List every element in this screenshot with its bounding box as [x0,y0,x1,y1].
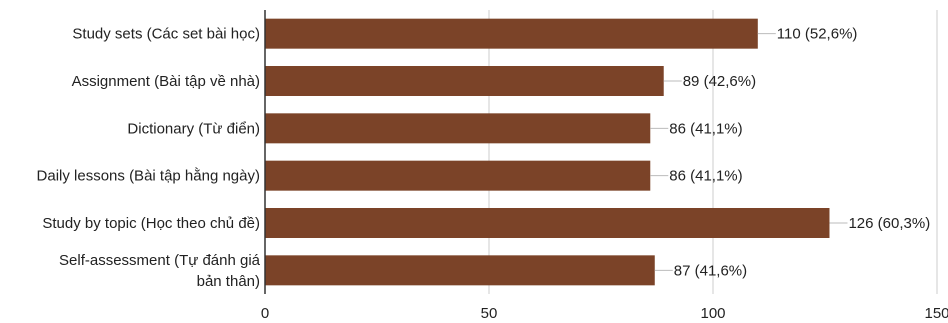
data-label: 126 (60,3%) [848,215,930,232]
category-label: Dictionary (Từ điển) [127,120,260,137]
category-labels: Study sets (Các set bài học) Assignment (… [37,26,261,290]
data-labels: 110 (52,6%) 89 (42,6%) 86 (41,1%) 86 (41,1%… [669,26,930,280]
bars [265,18,830,286]
x-tick-label: 100 [700,305,725,322]
grid-lines [264,10,938,294]
leader-lines [650,33,848,271]
category-label: Self-assessment (Tự đánh giá [59,252,261,269]
bar [265,18,758,49]
x-tick-label: 50 [481,305,498,322]
x-tick-labels: 0 50 100 150 [261,305,948,322]
bar [265,160,651,191]
category-label: Daily lessons (Bài tập hằng ngày) [37,168,260,185]
category-label: Assignment (Bài tập về nhà) [72,73,260,90]
x-tick-label: 0 [261,305,269,322]
x-tick-label: 150 [924,305,948,322]
category-label: Study sets (Các set bài học) [72,26,260,43]
bar [265,66,664,96]
data-label: 89 (42,6%) [683,73,756,90]
data-label: 86 (41,1%) [669,120,742,137]
data-label: 87 (41,6%) [674,262,747,279]
data-label: 86 (41,1%) [669,168,742,185]
bar [265,113,651,144]
data-label: 110 (52,6%) [777,26,858,43]
bar [265,208,830,238]
category-label: bản thân) [197,273,260,290]
category-label: Study by topic (Học theo chủ đề) [42,215,260,232]
bar [265,255,655,286]
